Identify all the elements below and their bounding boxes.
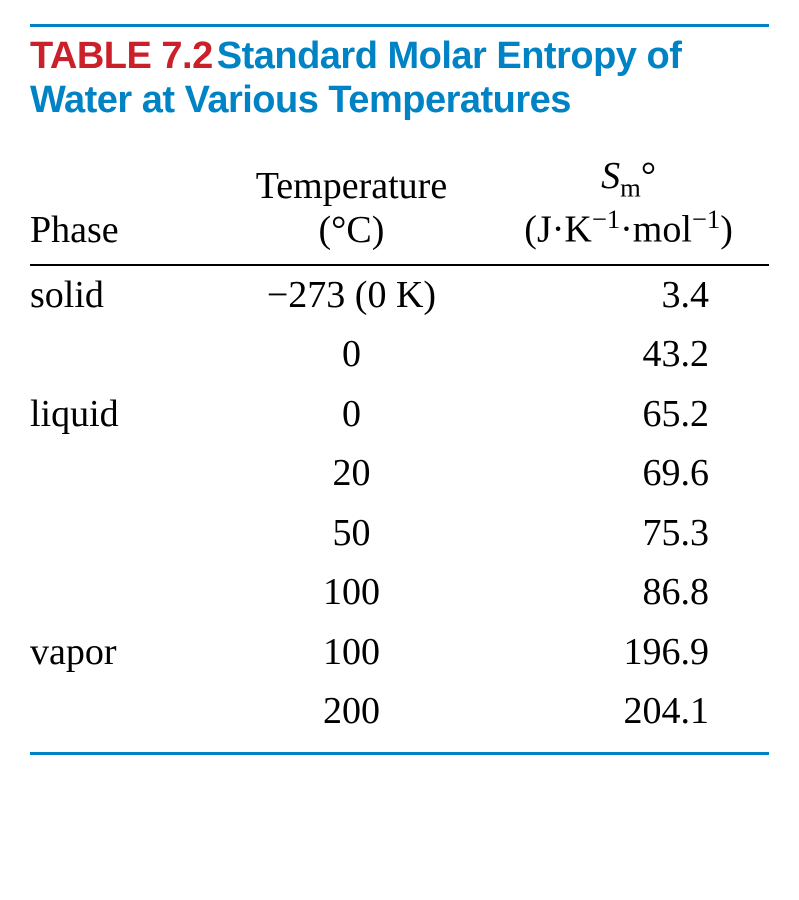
cell-temperature: 20: [215, 444, 488, 504]
entropy-table: Phase Temperature (°C) Sm° (J·K−1·mol−1)…: [30, 150, 769, 741]
cell-temperature: 0: [215, 385, 488, 445]
cell-temperature: 0: [215, 325, 488, 385]
table-body: solid−273 (0 K)3.4043.2liquid065.22069.6…: [30, 264, 769, 742]
col-header-entropy: Sm° (J·K−1·mol−1): [488, 150, 769, 263]
table-row: vapor100196.9: [30, 623, 769, 683]
cell-phase: vapor: [30, 623, 215, 683]
table-row: 5075.3: [30, 504, 769, 564]
table-header-row: Phase Temperature (°C) Sm° (J·K−1·mol−1): [30, 150, 769, 263]
cell-phase: liquid: [30, 385, 215, 445]
cell-entropy: 196.9: [488, 623, 769, 683]
col-header-temp-line2: (°C): [319, 209, 385, 251]
cell-temperature: 100: [215, 563, 488, 623]
cell-phase: [30, 682, 215, 742]
cell-phase: [30, 504, 215, 564]
table-row: 2069.6: [30, 444, 769, 504]
cell-phase: [30, 563, 215, 623]
cell-entropy: 69.6: [488, 444, 769, 504]
table-row: liquid065.2: [30, 385, 769, 445]
cell-temperature: 200: [215, 682, 488, 742]
cell-phase: [30, 325, 215, 385]
col-header-phase: Phase: [30, 150, 215, 263]
table-caption: TABLE 7.2 Standard Molar Entropy of Wate…: [30, 35, 769, 122]
cell-temperature: −273 (0 K): [215, 266, 488, 326]
table-row: 200204.1: [30, 682, 769, 742]
top-rule: [30, 24, 769, 27]
cell-phase: [30, 444, 215, 504]
table-row: 043.2: [30, 325, 769, 385]
cell-entropy: 86.8: [488, 563, 769, 623]
cell-temperature: 100: [215, 623, 488, 683]
cell-temperature: 50: [215, 504, 488, 564]
bottom-rule: [30, 752, 769, 755]
cell-entropy: 65.2: [488, 385, 769, 445]
cell-entropy: 43.2: [488, 325, 769, 385]
cell-phase: solid: [30, 266, 215, 326]
cell-entropy: 75.3: [488, 504, 769, 564]
col-header-temp-line1: Temperature: [256, 165, 447, 207]
table-label: TABLE 7.2: [30, 35, 213, 77]
table-row: 10086.8: [30, 563, 769, 623]
col-header-temperature: Temperature (°C): [215, 150, 488, 263]
cell-entropy: 204.1: [488, 682, 769, 742]
cell-entropy: 3.4: [488, 266, 769, 326]
table-row: solid−273 (0 K)3.4: [30, 266, 769, 326]
